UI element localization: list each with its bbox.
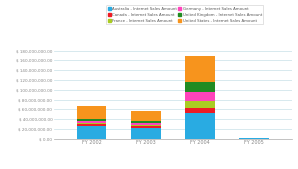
Bar	[185, 101, 215, 108]
Bar	[77, 123, 106, 124]
Bar	[77, 119, 106, 121]
Bar	[131, 128, 161, 139]
Bar	[185, 113, 215, 139]
Bar	[131, 125, 161, 126]
Bar	[185, 92, 215, 101]
Bar	[185, 108, 215, 113]
Bar	[131, 111, 161, 121]
Bar	[77, 106, 106, 119]
Bar	[185, 82, 215, 92]
Bar	[77, 126, 106, 139]
Bar	[185, 56, 215, 82]
Bar	[131, 121, 161, 123]
Bar	[77, 121, 106, 123]
Bar	[239, 138, 269, 139]
Legend: Australia - Internet Sales Amount, Canada - Internet Sales Amount, France - Inte: Australia - Internet Sales Amount, Canad…	[106, 5, 263, 24]
Bar	[131, 126, 161, 128]
Bar	[131, 123, 161, 125]
Bar	[77, 124, 106, 126]
